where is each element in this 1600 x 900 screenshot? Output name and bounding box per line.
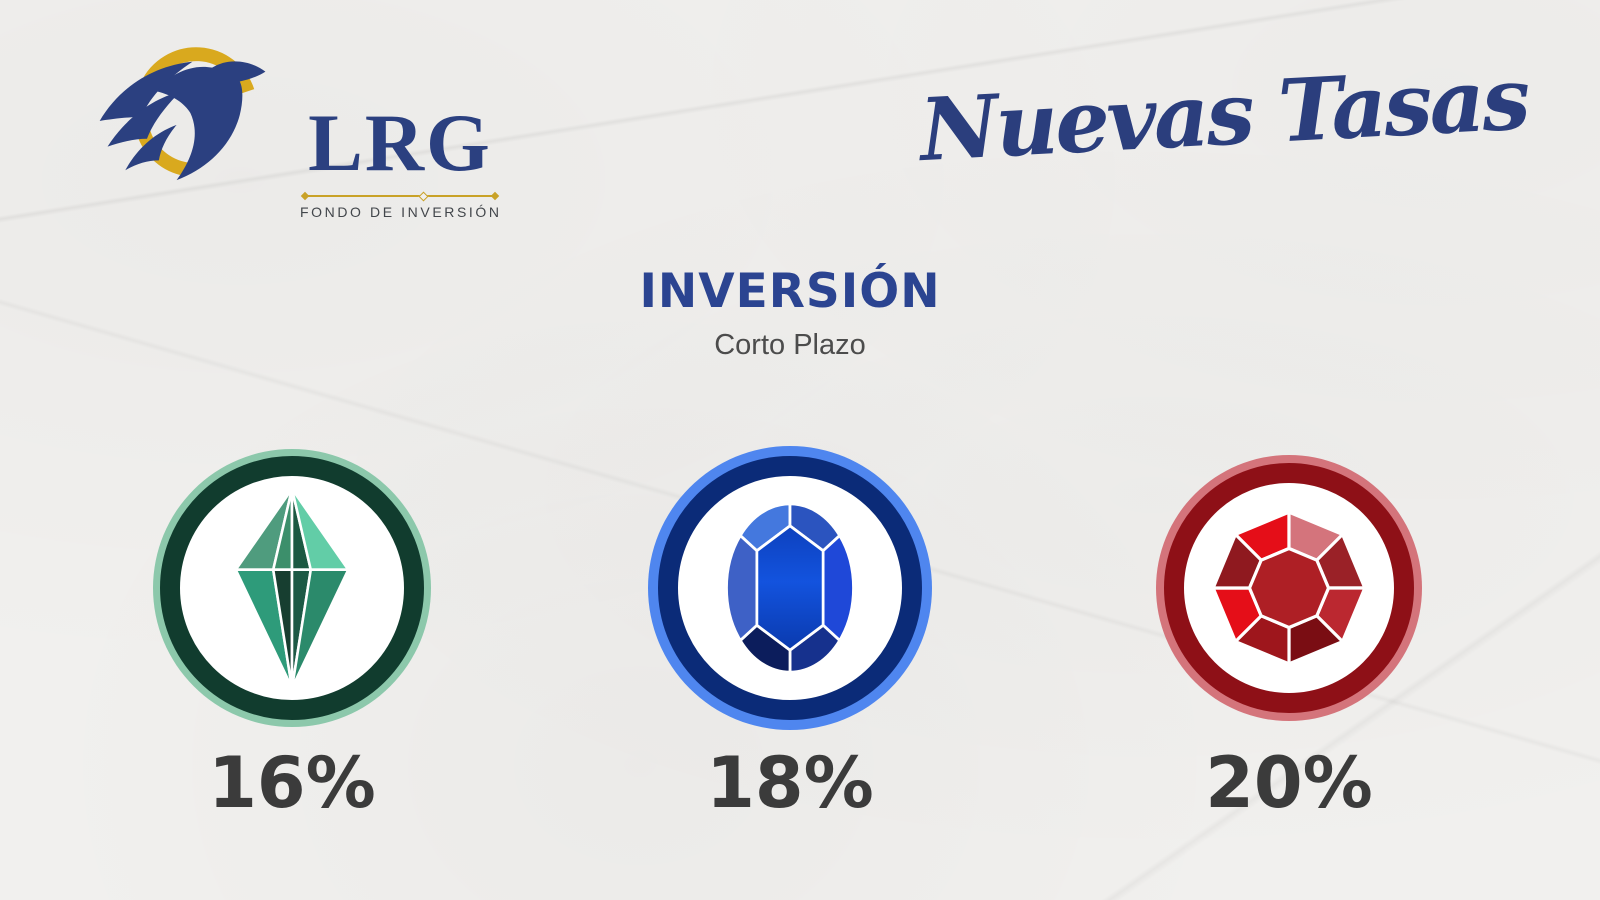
rate-card-sapphire xyxy=(658,456,922,720)
section-header: INVERSIÓN Corto Plazo xyxy=(390,264,1190,362)
rate-label-sapphire: 18% xyxy=(706,742,874,824)
brand-logo: LRG FONDO DE INVERSIÓN xyxy=(78,42,508,220)
rate-card-ruby xyxy=(1164,463,1414,713)
sapphire-gem-icon xyxy=(725,502,855,674)
ruby-gem-icon xyxy=(1211,510,1367,666)
eagle-icon xyxy=(99,47,266,181)
section-subtitle: Corto Plazo xyxy=(714,329,866,361)
section-title: INVERSIÓN xyxy=(639,264,941,319)
rate-label-ruby: 20% xyxy=(1205,742,1373,824)
gold-divider xyxy=(300,191,500,201)
script-headline: Nuevas Tasas xyxy=(917,48,1530,182)
rate-card-emerald xyxy=(160,456,424,720)
emerald-gem-icon xyxy=(234,487,350,689)
rate-label-emerald: 16% xyxy=(208,742,376,824)
brand-wordmark: LRG xyxy=(308,97,492,188)
brand-tagline: FONDO DE INVERSIÓN xyxy=(300,204,502,220)
